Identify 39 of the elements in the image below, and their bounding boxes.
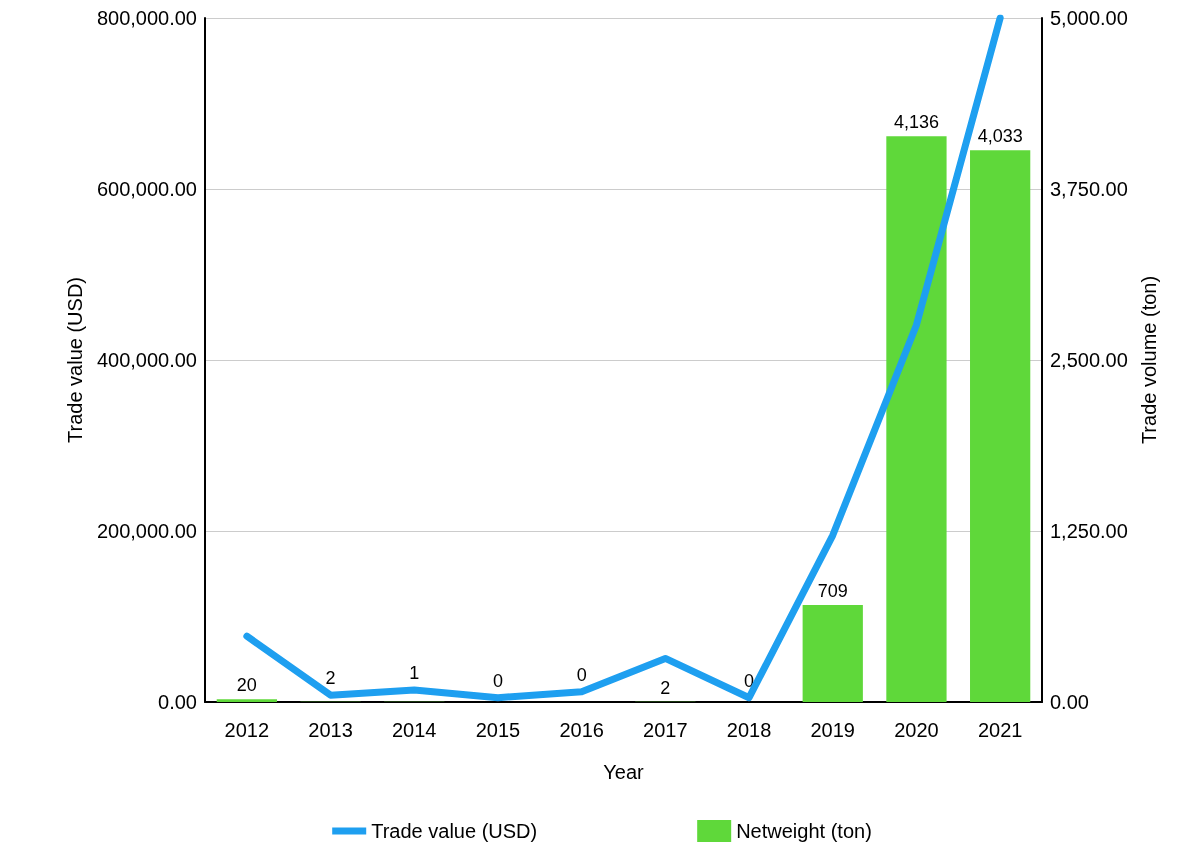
bar [216, 699, 277, 702]
x-tick-label: 2017 [643, 719, 688, 741]
x-tick-label: 2019 [810, 719, 855, 741]
x-tick-label: 2021 [977, 719, 1023, 741]
bar [886, 136, 947, 702]
data-label: 1 [409, 663, 420, 684]
bar [970, 150, 1031, 702]
y2-tick-label: 2,500.00 [1050, 349, 1128, 371]
x-tick-label: 2016 [559, 719, 604, 741]
y-tick-label: 800,000.00 [96, 7, 197, 29]
data-label: 4,136 [893, 112, 939, 133]
x-tick-label: 2015 [475, 719, 521, 741]
data-label: 4,033 [977, 126, 1023, 147]
legend-label: Trade value (USD) [371, 820, 538, 842]
y2-tick-label: 3,750.00 [1050, 178, 1128, 200]
y2-tick-label: 0.00 [1050, 691, 1089, 713]
x-tick-label: 2020 [894, 719, 939, 741]
y2-tick-label: 5,000.00 [1050, 7, 1128, 29]
data-label: 20 [236, 675, 257, 696]
data-label: 0 [492, 670, 503, 691]
x-tick-label: 2014 [392, 719, 437, 741]
y-tick-label: 600,000.00 [96, 178, 197, 200]
legend-label: Netweight (ton) [736, 820, 872, 842]
data-label: 2 [660, 677, 671, 698]
y-tick-label: 200,000.00 [96, 520, 197, 542]
data-label: 2 [325, 668, 336, 689]
bar [802, 605, 863, 702]
x-tick-label: 2013 [308, 719, 353, 741]
y-tick-label: 0.00 [158, 691, 197, 713]
y2-tick-label: 1,250.00 [1050, 520, 1128, 542]
x-tick-label: 2018 [726, 719, 772, 741]
y2-axis-title: Trade volume (ton) [1137, 275, 1160, 445]
data-label: 709 [817, 581, 848, 602]
data-label: 0 [744, 670, 755, 691]
x-axis-title: Year [603, 761, 645, 783]
y-axis-title: Trade value (USD) [64, 277, 86, 443]
y-tick-label: 400,000.00 [96, 349, 197, 371]
data-label: 0 [576, 664, 587, 685]
x-tick-label: 2012 [224, 719, 270, 741]
